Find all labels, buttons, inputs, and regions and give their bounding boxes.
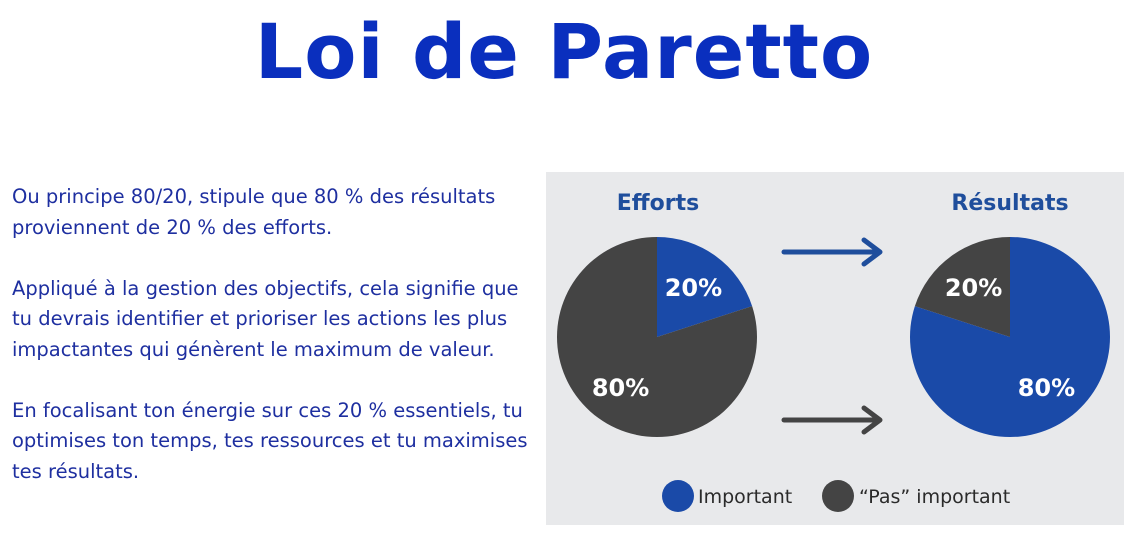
pie-slice-label: 20% <box>945 274 1002 302</box>
chart-title-resultats: Résultats <box>951 191 1068 216</box>
page-title: Loi de Paretto <box>254 7 874 96</box>
legend-label-not-important: “Pas” important <box>859 486 1010 508</box>
pie-slice-label: 80% <box>592 374 649 402</box>
pie-slice-not-important <box>914 237 1010 337</box>
legend-label-important: Important <box>698 486 792 508</box>
chart-legend: Important “Pas” important <box>662 480 1010 512</box>
paragraph-3: En focalisant ton énergie sur ces 20 % e… <box>12 398 528 483</box>
paragraph-2: Appliqué à la gestion des objectifs, cel… <box>12 276 519 361</box>
paragraph-1: Ou principe 80/20, stipule que 80 % des … <box>12 185 496 239</box>
pareto-chart: Efforts Résultats 20% 80% 80% 20% Importan… <box>546 172 1124 525</box>
legend-swatch-not-important <box>822 480 854 512</box>
chart-title-efforts: Efforts <box>617 191 699 216</box>
pie-chart-resultats: 80% 20% <box>910 237 1110 437</box>
description-text: Ou principe 80/20, stipule que 80 % des … <box>12 182 532 518</box>
arrow-not-important-icon <box>781 405 883 435</box>
pie-slice-label: 20% <box>665 274 722 302</box>
pie-slice-label: 80% <box>1018 374 1075 402</box>
pie-slice-important <box>657 237 753 337</box>
pareto-chart-panel: Efforts Résultats 20% 80% 80% 20% Importan… <box>546 172 1124 525</box>
arrow-important-icon <box>781 237 883 267</box>
pie-slice-not-important <box>557 237 757 437</box>
legend-swatch-important <box>662 480 694 512</box>
pie-chart-efforts: 20% 80% <box>557 237 757 437</box>
